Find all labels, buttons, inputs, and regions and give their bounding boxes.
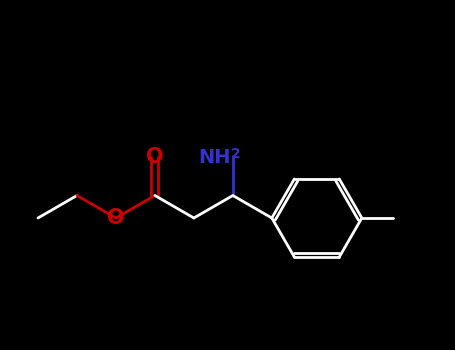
Text: 2: 2 bbox=[231, 147, 241, 161]
Text: NH: NH bbox=[198, 148, 231, 167]
Text: O: O bbox=[107, 208, 125, 228]
Text: O: O bbox=[146, 147, 164, 167]
